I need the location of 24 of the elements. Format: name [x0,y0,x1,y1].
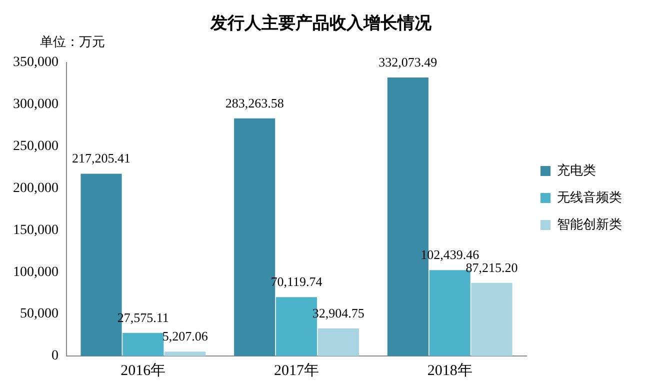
bar [318,328,359,356]
y-tick-label: 200,000 [13,180,58,196]
legend-label: 无线音频类 [557,190,622,206]
data-label: 283,263.58 [225,95,284,110]
bar [471,282,512,356]
y-tick-label: 350,000 [13,55,58,70]
data-label: 87,215.20 [466,260,518,275]
x-tick-label: 2016年 [120,362,166,379]
x-tick-label: 2017年 [274,362,319,379]
y-tick-label: 150,000 [13,222,58,238]
y-tick-label: 250,000 [13,138,58,154]
y-tick-label: 300,000 [13,97,58,112]
legend-label: 充电类 [557,163,596,178]
data-label: 332,073.49 [378,54,438,70]
bar [122,332,164,356]
y-tick-label: 100,000 [13,264,58,280]
legend-label: 智能创新类 [557,217,622,232]
data-label: 217,205.41 [72,150,131,166]
y-tick-label: 0 [52,348,58,364]
bar [164,352,206,356]
x-tick-label: 2018年 [427,362,472,379]
chart-title: 发行人主要产品收入增长情况 [210,14,432,33]
y-tick-label: 50,000 [20,306,58,322]
text: 单位：万元 [40,34,105,50]
